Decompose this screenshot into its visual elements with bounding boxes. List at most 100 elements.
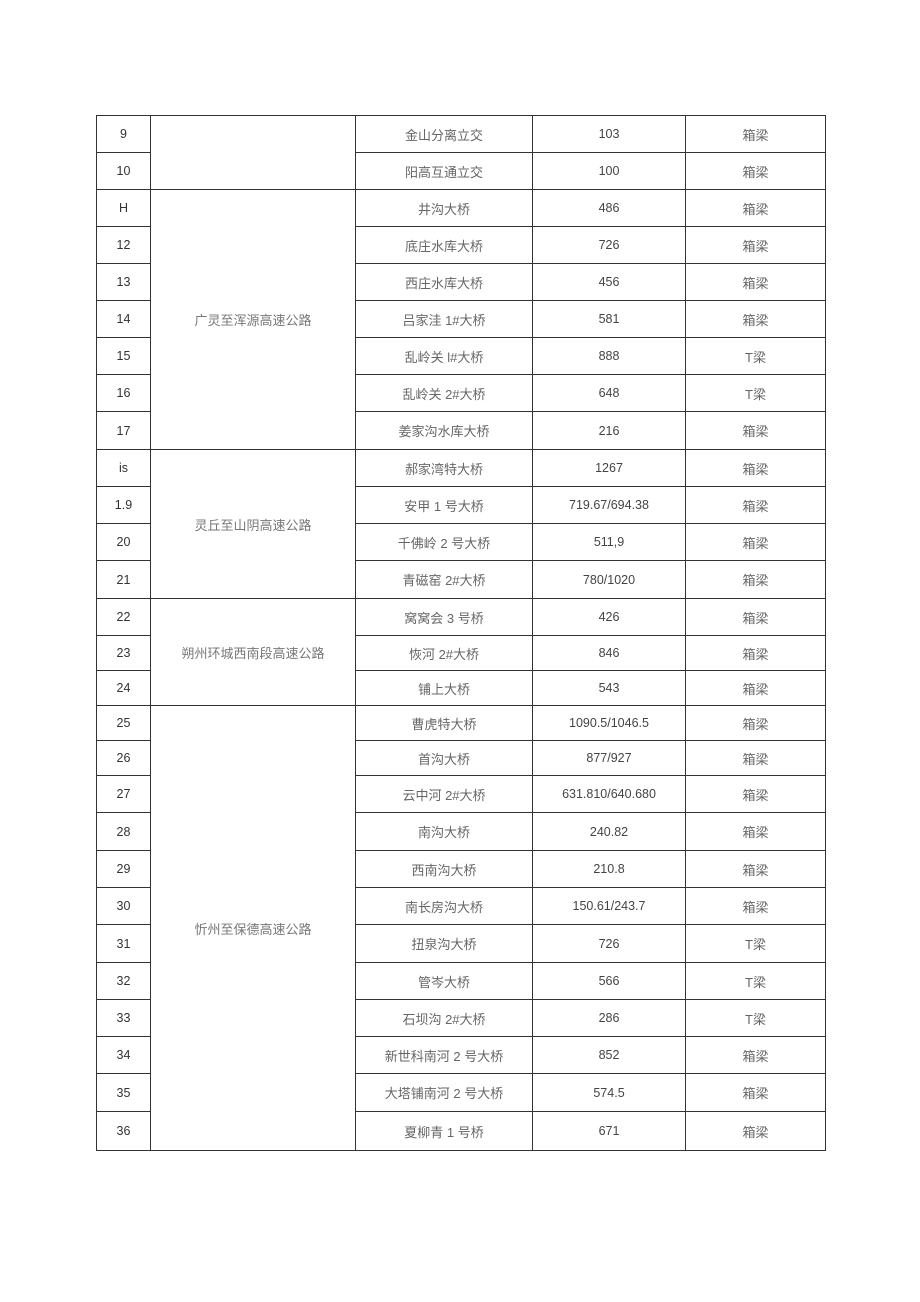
bridge-name-cell: 南长房沟大桥 <box>355 887 533 925</box>
road-name-cell: 广灵至浑源高速公路 <box>150 189 356 450</box>
beam-type-cell: 箱梁 <box>685 887 826 925</box>
bridge-length-cell: 543 <box>532 670 686 706</box>
row-number-cell: 12 <box>96 226 151 264</box>
bridge-length-cell: 150.61/243.7 <box>532 887 686 925</box>
row-number-cell: 33 <box>96 999 151 1037</box>
bridge-name-cell: 新世科南河 2 号大桥 <box>355 1036 533 1074</box>
bridge-length-cell: 574.5 <box>532 1073 686 1112</box>
beam-type-cell: 箱梁 <box>685 635 826 671</box>
row-number-cell: 9 <box>96 115 151 153</box>
bridge-length-cell: 888 <box>532 337 686 375</box>
beam-type-cell: T梁 <box>685 924 826 963</box>
row-number-cell: 35 <box>96 1073 151 1112</box>
table-row: is 灵丘至山阴高速公路 郝家湾特大桥 1267 箱梁 <box>96 449 826 599</box>
table-row: 31 扭泉沟大桥 726 T梁 <box>96 924 826 963</box>
row-number-cell: 21 <box>96 560 151 599</box>
beam-type-cell: 箱梁 <box>685 486 826 524</box>
bridge-name-cell: 扭泉沟大桥 <box>355 924 533 963</box>
table-row: 28 南沟大桥 240.82 箱梁 <box>96 812 826 851</box>
table-row: 29 西南沟大桥 210.8 箱梁 <box>96 850 826 888</box>
row-number-cell: 34 <box>96 1036 151 1074</box>
table-row: 14 吕家洼 1#大桥 581 箱梁 <box>96 300 826 338</box>
road-name-cell: 朔州环城西南段高速公路 <box>150 598 356 706</box>
bridge-name-cell: 管岑大桥 <box>355 962 533 1000</box>
bridge-length-cell: 1090.5/1046.5 <box>532 705 686 741</box>
bridge-table: 9 金山分离立交 103 箱梁 10 阳高互通立交 100 箱梁 H 广灵至浑源高速公路 井沟大桥 4… <box>96 115 826 1151</box>
row-number-cell: 10 <box>96 152 151 190</box>
beam-type-cell: 箱梁 <box>685 449 826 487</box>
bridge-length-cell: 103 <box>532 115 686 153</box>
table-row: 24 铺上大桥 543 箱梁 <box>96 670 826 706</box>
table-row: 23 恢河 2#大桥 846 箱梁 <box>96 635 826 671</box>
bridge-name-cell: 铺上大桥 <box>355 670 533 706</box>
table-row: 35 大塔铺南河 2 号大桥 574.5 箱梁 <box>96 1073 826 1112</box>
table-row: 34 新世科南河 2 号大桥 852 箱梁 <box>96 1036 826 1074</box>
beam-type-cell: 箱梁 <box>685 705 826 741</box>
table-row: 16 乱岭关 2#大桥 648 T梁 <box>96 374 826 412</box>
bridge-name-cell: 郝家湾特大桥 <box>355 449 533 487</box>
bridge-length-cell: 100 <box>532 152 686 190</box>
bridge-length-cell: 726 <box>532 924 686 963</box>
row-number-cell: 24 <box>96 670 151 706</box>
table-row: 9 金山分离立交 103 箱梁 <box>96 115 826 190</box>
road-name-cell: 忻州至保德高速公路 <box>150 705 356 1151</box>
table-row: 26 首沟大桥 877/927 箱梁 <box>96 740 826 776</box>
beam-type-cell: 箱梁 <box>685 560 826 599</box>
table-row: 32 管岑大桥 566 T梁 <box>96 962 826 1000</box>
row-number-cell: 14 <box>96 300 151 338</box>
row-number-cell: 26 <box>96 740 151 776</box>
bridge-length-cell: 726 <box>532 226 686 264</box>
bridge-name-cell: 姜家沟水库大桥 <box>355 411 533 450</box>
beam-type-cell: 箱梁 <box>685 263 826 301</box>
beam-type-cell: 箱梁 <box>685 740 826 776</box>
beam-type-cell: 箱梁 <box>685 115 826 153</box>
beam-type-cell: 箱梁 <box>685 189 826 227</box>
bridge-length-cell: 566 <box>532 962 686 1000</box>
table-row: 25 忻州至保德高速公路 曹虎特大桥 1090.5/1046.5 箱梁 <box>96 705 826 1151</box>
bridge-length-cell: 426 <box>532 598 686 636</box>
table-row: 36 夏柳青 1 号桥 671 箱梁 <box>96 1111 826 1151</box>
beam-type-cell: T梁 <box>685 962 826 1000</box>
bridge-length-cell: 671 <box>532 1111 686 1151</box>
beam-type-cell: 箱梁 <box>685 812 826 851</box>
row-number-cell: is <box>96 449 151 487</box>
bridge-length-cell: 210.8 <box>532 850 686 888</box>
bridge-name-cell: 西庄水库大桥 <box>355 263 533 301</box>
bridge-name-cell: 首沟大桥 <box>355 740 533 776</box>
road-name-cell: 灵丘至山阴高速公路 <box>150 449 356 599</box>
row-number-cell: 17 <box>96 411 151 450</box>
row-number-cell: 30 <box>96 887 151 925</box>
bridge-name-cell: 安甲 1 号大桥 <box>355 486 533 524</box>
bridge-length-cell: 852 <box>532 1036 686 1074</box>
beam-type-cell: 箱梁 <box>685 670 826 706</box>
row-number-cell: H <box>96 189 151 227</box>
row-number-cell: 29 <box>96 850 151 888</box>
bridge-name-cell: 恢河 2#大桥 <box>355 635 533 671</box>
row-number-cell: 16 <box>96 374 151 412</box>
bridge-length-cell: 216 <box>532 411 686 450</box>
table-row: 13 西庄水库大桥 456 箱梁 <box>96 263 826 301</box>
bridge-name-cell: 井沟大桥 <box>355 189 533 227</box>
beam-type-cell: T梁 <box>685 374 826 412</box>
bridge-name-cell: 阳高互通立交 <box>355 152 533 190</box>
beam-type-cell: 箱梁 <box>685 411 826 450</box>
road-name-cell <box>150 115 356 190</box>
table-row: 1.9 安甲 1 号大桥 719.67/694.38 箱梁 <box>96 486 826 524</box>
row-number-cell: 23 <box>96 635 151 671</box>
beam-type-cell: 箱梁 <box>685 1036 826 1074</box>
bridge-length-cell: 511,9 <box>532 523 686 561</box>
bridge-name-cell: 千佛岭 2 号大桥 <box>355 523 533 561</box>
row-number-cell: 32 <box>96 962 151 1000</box>
row-number-cell: 15 <box>96 337 151 375</box>
beam-type-cell: 箱梁 <box>685 1111 826 1151</box>
bridge-name-cell: 乱岭关 2#大桥 <box>355 374 533 412</box>
row-number-cell: 36 <box>96 1111 151 1151</box>
bridge-name-cell: 窝窝会 3 号桥 <box>355 598 533 636</box>
bridge-length-cell: 719.67/694.38 <box>532 486 686 524</box>
bridge-length-cell: 240.82 <box>532 812 686 851</box>
bridge-name-cell: 云中河 2#大桥 <box>355 775 533 813</box>
beam-type-cell: T梁 <box>685 337 826 375</box>
table-row: 17 姜家沟水库大桥 216 箱梁 <box>96 411 826 450</box>
bridge-length-cell: 648 <box>532 374 686 412</box>
beam-type-cell: 箱梁 <box>685 598 826 636</box>
